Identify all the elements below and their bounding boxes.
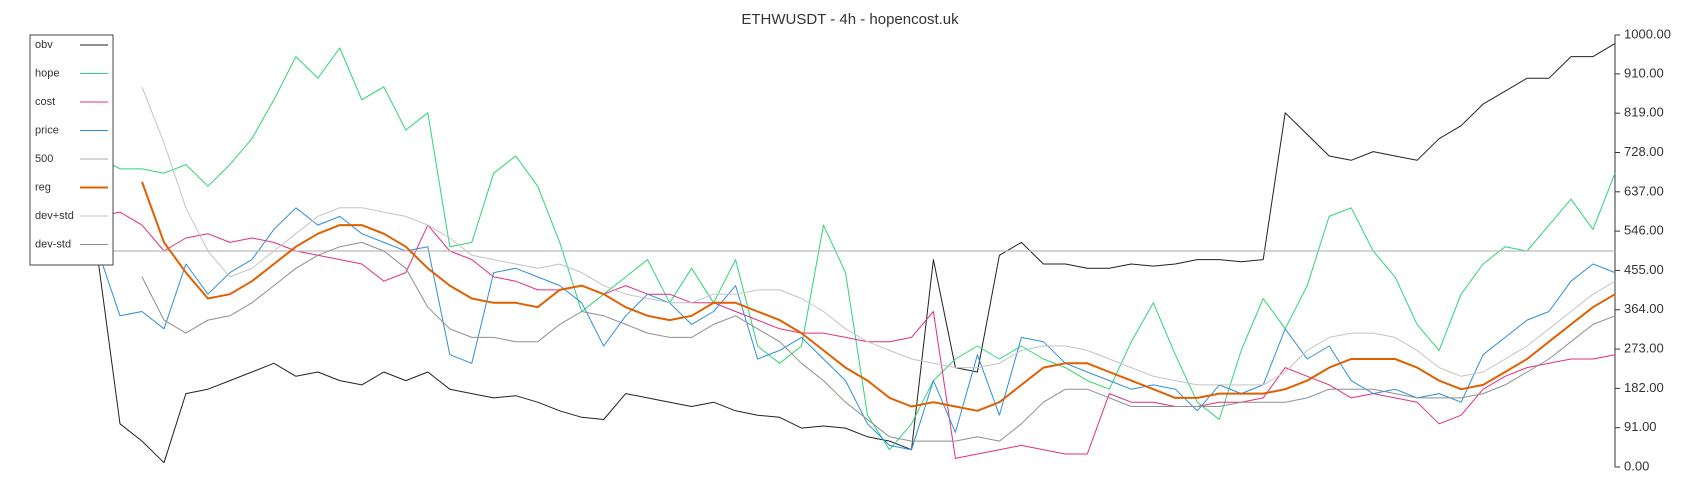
legend: obv hope cost price 500 reg dev+std dev-std	[29, 34, 114, 266]
legend-label: dev+std	[35, 210, 74, 222]
series-line	[97, 43, 1616, 464]
y-tick-label: 0.00	[1624, 458, 1649, 473]
legend-label: obv	[35, 39, 53, 51]
legend-label: price	[35, 124, 59, 136]
legend-label: reg	[35, 181, 51, 193]
legend-label: 500	[35, 153, 53, 165]
legend-label: dev-std	[35, 238, 71, 250]
legend-label: cost	[35, 96, 55, 108]
series-line	[141, 181, 1616, 412]
y-tick-label: 91.00	[1624, 419, 1657, 434]
y-tick-label: 364.00	[1624, 301, 1664, 316]
y-tick-label: 273.00	[1624, 341, 1664, 356]
chart-title: ETHWUSDT - 4h - hopencost.uk	[741, 11, 959, 28]
y-tick-label: 455.00	[1624, 262, 1664, 277]
y-tick-label: 546.00	[1624, 223, 1664, 238]
y-tick-label: 637.00	[1624, 183, 1664, 198]
y-tick-label: 728.00	[1624, 144, 1664, 159]
series-line	[97, 207, 1616, 451]
legend-label: hope	[35, 67, 59, 79]
y-tick-label: 182.00	[1624, 380, 1664, 395]
series-line	[141, 241, 1616, 442]
y-tick-label: 1000.00	[1624, 26, 1671, 41]
y-tick-label: 819.00	[1624, 105, 1664, 120]
y-tick-label: 910.00	[1624, 65, 1664, 80]
series-line	[97, 47, 1616, 451]
series-line	[97, 211, 1616, 459]
series-line	[141, 86, 1616, 386]
